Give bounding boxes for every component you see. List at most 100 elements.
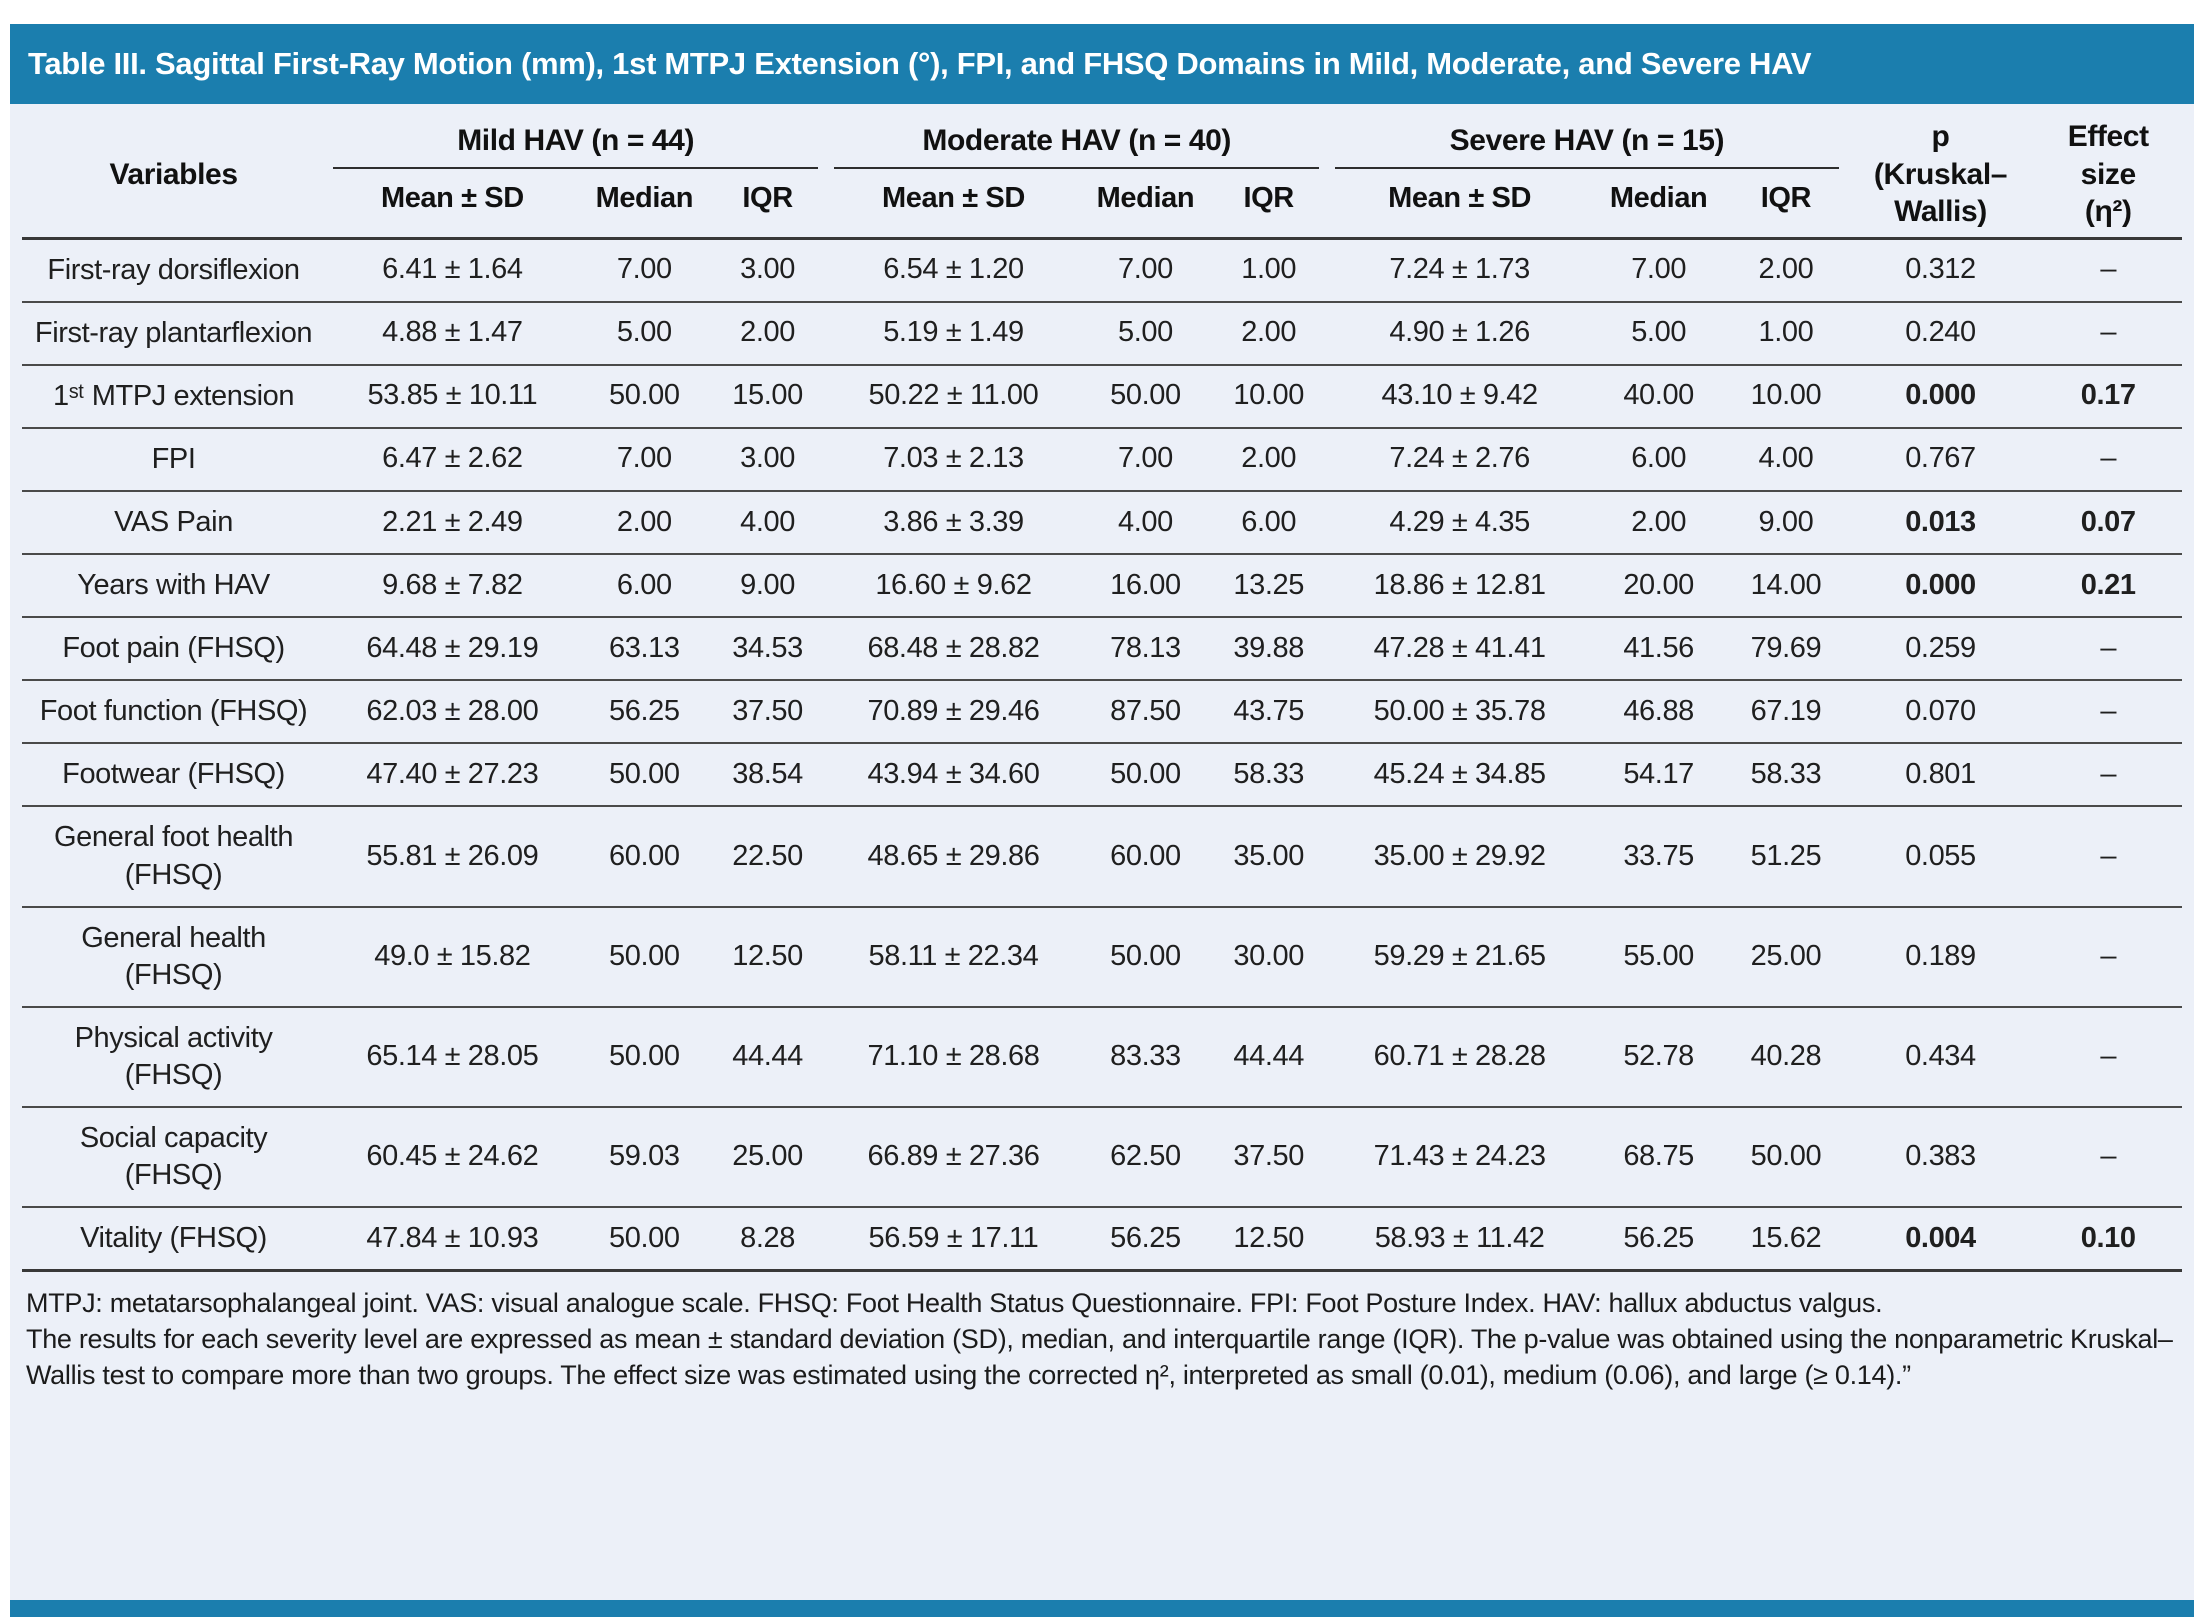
value-cell: 50.00 [579, 1207, 709, 1273]
value-cell: 60.45 ± 24.62 [325, 1107, 580, 1209]
value-cell: 3.00 [708, 238, 827, 303]
value-cell: 41.56 [1591, 617, 1726, 682]
table-row: General foot health (FHSQ) 55.81 ± 26.09 6… [22, 806, 2182, 908]
value-cell: 6.00 [579, 554, 709, 619]
value-cell: 25.00 [708, 1107, 827, 1209]
value-cell: 5.19 ± 1.49 [826, 301, 1081, 366]
value-cell: 33.75 [1591, 806, 1726, 908]
table-container: Variables Mild HAV (n = 44) Moderate HAV… [10, 104, 2194, 1273]
value-cell: 50.00 ± 35.78 [1327, 680, 1592, 745]
effect-size-cell: – [2034, 238, 2182, 303]
value-cell: 87.50 [1080, 680, 1211, 745]
value-cell: 10.00 [1210, 364, 1328, 429]
column-header-effect-size: Effect size (η²) [2034, 104, 2182, 240]
value-cell: 15.62 [1725, 1207, 1847, 1273]
variable-cell: Foot pain (FHSQ) [22, 617, 326, 682]
column-header-p-value: p (Kruskal– Wallis) [1846, 104, 2035, 240]
value-cell: 56.25 [1591, 1207, 1726, 1273]
variable-cell: VAS Pain [22, 490, 326, 556]
value-cell: 2.00 [1725, 238, 1847, 303]
value-cell: 7.03 ± 2.13 [826, 427, 1081, 492]
variable-cell: Foot function (FHSQ) [22, 680, 326, 745]
effect-size-cell: 0.17 [2034, 364, 2182, 429]
p-value-cell: 0.434 [1846, 1006, 2035, 1109]
value-cell: 58.11 ± 22.34 [826, 906, 1081, 1008]
p-value-cell: 0.240 [1846, 301, 2035, 366]
effect-size-cell: 0.21 [2034, 554, 2182, 619]
value-cell: 56.25 [579, 680, 709, 745]
effect-size-cell: – [2034, 617, 2182, 682]
value-cell: 4.00 [708, 490, 827, 556]
value-cell: 15.00 [708, 364, 827, 429]
table-title: Table III. Sagittal First-Ray Motion (mm… [28, 46, 1812, 81]
effect-size-cell: – [2034, 1107, 2182, 1209]
value-cell: 7.00 [1591, 238, 1726, 303]
value-cell: 56.25 [1080, 1207, 1211, 1273]
value-cell: 50.00 [1080, 364, 1211, 429]
value-cell: 3.00 [708, 427, 827, 492]
value-cell: 4.29 ± 4.35 [1327, 490, 1592, 556]
table-row: VAS Pain 2.21 ± 2.49 2.00 4.00 3.86 ± 3.39 4.… [22, 490, 2182, 556]
p-value-cell: 0.004 [1846, 1207, 2035, 1273]
value-cell: 7.24 ± 2.76 [1327, 427, 1592, 492]
table-row: Foot pain (FHSQ) 64.48 ± 29.19 63.13 34.53 6… [22, 617, 2182, 682]
value-cell: 60.71 ± 28.28 [1327, 1006, 1592, 1109]
value-cell: 67.19 [1725, 680, 1847, 745]
value-cell: 49.0 ± 15.82 [325, 906, 580, 1008]
table-row: 1ˢᵗ MTPJ extension 53.85 ± 10.11 50.00 15.0… [22, 364, 2182, 429]
value-cell: 2.00 [1591, 490, 1726, 556]
value-cell: 4.90 ± 1.26 [1327, 301, 1592, 366]
value-cell: 58.33 [1725, 743, 1847, 808]
value-cell: 68.48 ± 28.82 [826, 617, 1081, 682]
p-value-cell: 0.055 [1846, 806, 2035, 908]
value-cell: 53.85 ± 10.11 [325, 364, 580, 429]
footnote-abbreviations: MTPJ: metatarsophalangeal joint. VAS: vi… [26, 1288, 1883, 1319]
variable-cell: 1ˢᵗ MTPJ extension [22, 364, 326, 429]
effect-size-cell: – [2034, 906, 2182, 1008]
subheader-iqr: IQR [1210, 168, 1328, 240]
table-title-bar: Table III. Sagittal First-Ray Motion (mm… [10, 24, 2194, 104]
value-cell: 1.00 [1725, 301, 1847, 366]
table-row: Social capacity (FHSQ) 60.45 ± 24.62 59.03… [22, 1107, 2182, 1209]
table-row: General health (FHSQ) 49.0 ± 15.82 50.00 12… [22, 906, 2182, 1008]
variable-cell: First-ray plantarflexion [22, 301, 326, 366]
value-cell: 50.22 ± 11.00 [826, 364, 1081, 429]
value-cell: 44.44 [708, 1006, 827, 1109]
subheader-iqr: IQR [1725, 168, 1847, 240]
effect-size-cell: 0.10 [2034, 1207, 2182, 1273]
effect-size-cell: 0.07 [2034, 490, 2182, 556]
value-cell: 37.50 [1210, 1107, 1328, 1209]
value-cell: 50.00 [579, 1006, 709, 1109]
subheader-iqr: IQR [708, 168, 827, 240]
value-cell: 6.54 ± 1.20 [826, 238, 1081, 303]
value-cell: 14.00 [1725, 554, 1847, 619]
variable-cell: Social capacity (FHSQ) [22, 1107, 326, 1209]
variable-cell: Physical activity (FHSQ) [22, 1006, 326, 1109]
value-cell: 71.10 ± 28.68 [826, 1006, 1081, 1109]
value-cell: 10.00 [1725, 364, 1847, 429]
value-cell: 35.00 [1210, 806, 1328, 908]
value-cell: 68.75 [1591, 1107, 1726, 1209]
footnotes: MTPJ: metatarsophalangeal joint. VAS: vi… [10, 1272, 2194, 1394]
value-cell: 51.25 [1725, 806, 1847, 908]
value-cell: 39.88 [1210, 617, 1328, 682]
p-value-cell: 0.312 [1846, 238, 2035, 303]
value-cell: 22.50 [708, 806, 827, 908]
group-header-severe: Severe HAV (n = 15) [1327, 104, 1846, 169]
value-cell: 50.00 [1080, 906, 1211, 1008]
value-cell: 43.94 ± 34.60 [826, 743, 1081, 808]
p-value-cell: 0.000 [1846, 364, 2035, 429]
value-cell: 54.17 [1591, 743, 1726, 808]
p-value-cell: 0.801 [1846, 743, 2035, 808]
value-cell: 7.00 [579, 427, 709, 492]
value-cell: 58.93 ± 11.42 [1327, 1207, 1592, 1273]
value-cell: 55.81 ± 26.09 [325, 806, 580, 908]
table-row: First-ray plantarflexion 4.88 ± 1.47 5.00 2… [22, 301, 2182, 366]
value-cell: 60.00 [579, 806, 709, 908]
value-cell: 38.54 [708, 743, 827, 808]
value-cell: 59.03 [579, 1107, 709, 1209]
value-cell: 4.00 [1725, 427, 1847, 492]
table-row: Years with HAV 9.68 ± 7.82 6.00 9.00 16.60 ±… [22, 554, 2182, 619]
effect-size-cell: – [2034, 806, 2182, 908]
value-cell: 6.47 ± 2.62 [325, 427, 580, 492]
